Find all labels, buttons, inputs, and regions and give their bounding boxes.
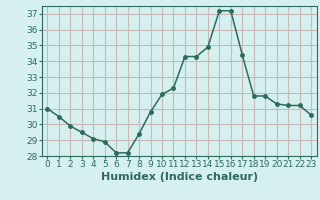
X-axis label: Humidex (Indice chaleur): Humidex (Indice chaleur) (100, 172, 258, 182)
